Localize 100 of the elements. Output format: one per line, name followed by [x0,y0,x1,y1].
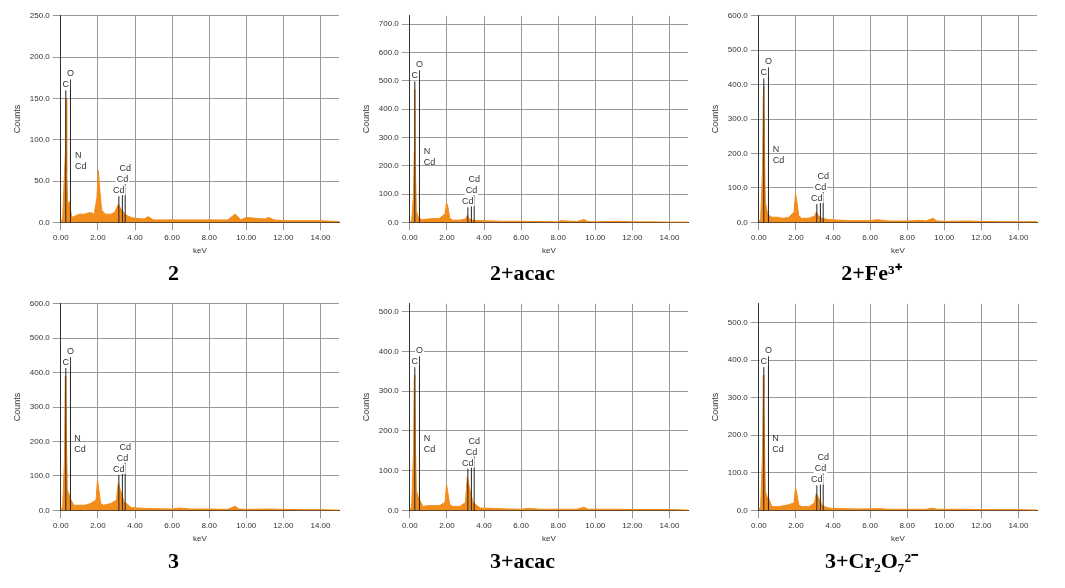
y-tick-label: 200.0 [378,161,400,170]
x-tick-label: 2.00 [788,521,805,531]
annotation: N [423,145,431,156]
x-tick-label: 0.00 [751,233,768,243]
ref-line-label: C [760,356,768,367]
x-axis-title: keV [193,246,208,255]
y-tick-label: 500.0 [378,76,400,86]
y-tick-label: 500.0 [29,333,51,343]
ref-line-label: C [411,356,419,367]
ref-line-label: Cd [116,174,129,185]
ref-line-label: Cd [119,163,131,174]
ref-line-label: Cd [465,446,478,457]
text: 3+acac [489,548,556,574]
x-tick-label: 6.00 [513,521,530,531]
annotation: Cd [772,443,784,454]
y-tick-label: 0.0 [38,217,51,227]
y-tick-label: 600.0 [378,47,400,57]
ref-line-label: Cd [119,441,131,452]
x-tick-label: 12.00 [971,233,992,243]
ref-line-label: O [764,345,772,356]
y-axis-title: Counts [11,392,22,422]
y-tick-label: 0.0 [736,217,749,227]
y-tick-label: 50.0 [34,176,51,186]
y-tick-label: 300.0 [378,386,400,396]
y-tick-label: 200.0 [29,436,51,446]
x-tick-label: 4.00 [476,521,493,531]
y-tick-label: 400.0 [378,346,400,356]
ref-line-label: Cd [116,452,129,463]
y-axis-title: Counts [360,104,371,134]
x-axis-title: keV [193,534,208,543]
y-axis-title: Counts [11,104,22,134]
x-tick-label: 0.00 [402,521,419,531]
x-axis-title: keV [891,534,906,543]
x-tick-label: 8.00 [550,233,567,243]
ref-line-label: Cd [468,435,480,446]
y-axis-title: Counts [709,104,720,134]
annotation: N [423,432,431,443]
annotation: Cd [423,443,436,454]
y-tick-label: 500.0 [727,317,749,327]
x-tick-label: 14.00 [1008,233,1030,243]
y-tick-label: 300.0 [29,402,51,412]
x-tick-label: 10.00 [236,233,257,243]
ref-line-label: Cd [113,185,125,196]
ref-line-label: C [760,67,768,78]
y-tick-label: 200.0 [29,52,51,62]
x-tick-label: 6.00 [862,521,879,531]
x-tick-label: 10.00 [585,521,606,531]
y-tick-label: 400.0 [727,355,749,365]
annotation: N [75,150,82,161]
x-tick-label: 4.00 [825,521,842,531]
y-tick-label: 150.0 [29,93,51,103]
ref-line-label: O [66,68,74,79]
x-axis-title: keV [542,534,557,543]
y-tick-label: 700.0 [378,19,400,29]
x-tick-label: 4.00 [825,233,842,243]
y-tick-label: 100.0 [29,471,51,481]
x-tick-label: 14.00 [659,521,681,531]
ref-line-label: O [415,59,423,70]
x-tick-label: 8.00 [201,521,218,531]
ref-line-label: Cd [817,171,829,182]
y-tick-label: 500.0 [378,306,400,316]
x-tick-label: 4.00 [127,521,144,531]
x-tick-label: 14.00 [310,233,332,243]
x-tick-label: 10.00 [585,233,606,243]
annotation: N [772,144,780,155]
annotation: Cd [423,156,436,167]
x-tick-label: 0.00 [402,233,419,243]
ref-line-label: Cd [811,193,823,204]
ref-line-label: Cd [814,463,827,474]
y-tick-label: 100.0 [378,465,400,475]
annotation: Cd [75,161,87,172]
text: 2+Fe³⁺ [841,260,903,286]
x-tick-label: 14.00 [1008,521,1030,531]
y-tick-label: 300.0 [727,392,749,402]
ref-line-label: C [62,357,70,368]
x-tick-label: 2.00 [788,233,805,243]
y-tick-label: 200.0 [727,148,749,158]
ref-line-label: Cd [462,457,474,468]
text: 3 [168,548,179,574]
x-tick-label: 0.00 [53,233,70,243]
x-tick-label: 10.00 [934,233,955,243]
x-tick-label: 8.00 [201,233,218,243]
x-tick-label: 12.00 [622,521,643,531]
x-tick-label: 0.00 [751,521,768,531]
x-axis-title: keV [891,246,906,255]
y-tick-label: 0.0 [387,217,400,227]
x-tick-label: 6.00 [862,233,879,243]
x-tick-label: 2.00 [439,521,456,531]
y-tick-label: 400.0 [378,104,400,114]
x-tick-label: 14.00 [310,521,332,531]
annotation: Cd [74,444,86,455]
x-tick-label: 6.00 [164,521,181,531]
x-tick-label: 10.00 [236,521,257,531]
y-tick-label: 500.0 [727,45,749,55]
y-tick-label: 200.0 [727,430,749,440]
y-axis-title: Counts [709,392,720,422]
y-tick-label: 600.0 [29,299,51,308]
ref-line-label: C [411,70,419,81]
x-tick-label: 12.00 [622,233,643,243]
text: 3+Cr₂O₇²⁻ [824,548,920,574]
